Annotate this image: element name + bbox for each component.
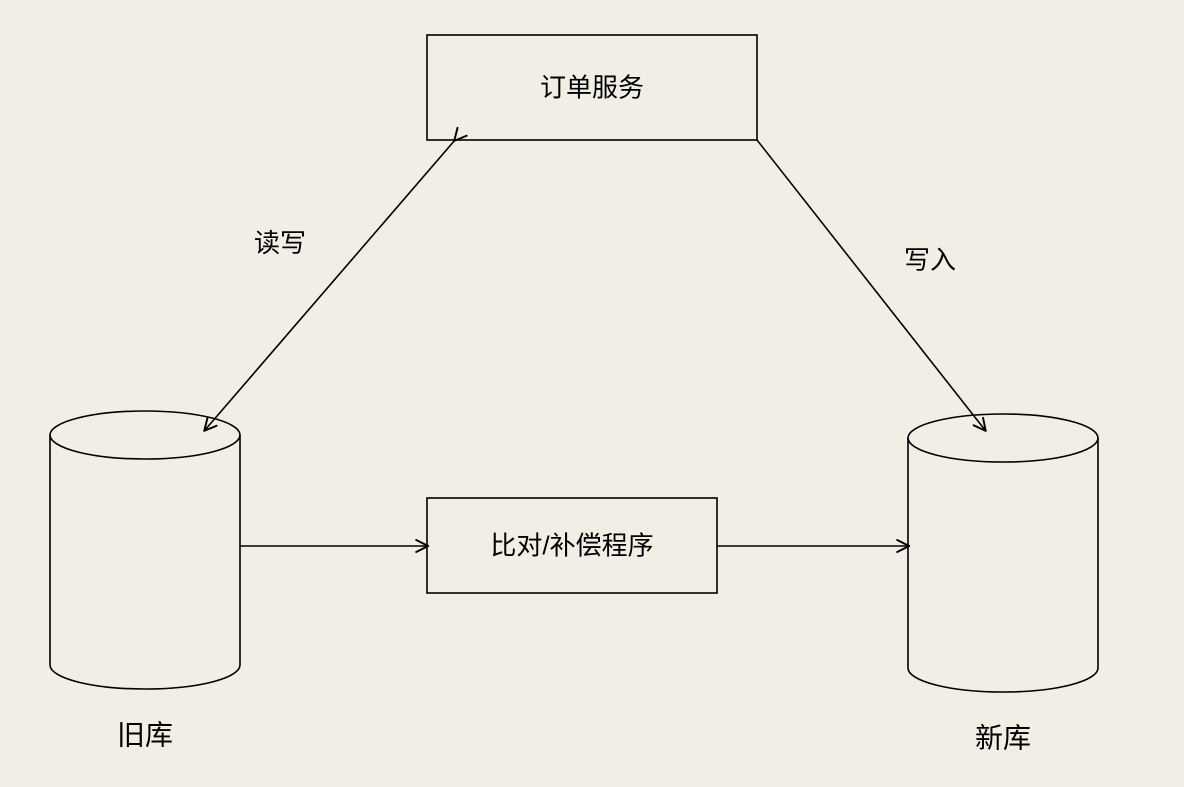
new-db-label: 新库 — [975, 722, 1031, 753]
old-db-label: 旧库 — [117, 719, 173, 750]
compare-program-label: 比对/补偿程序 — [490, 530, 653, 560]
edge-read-write-label: 读写 — [254, 228, 306, 258]
order-service-label: 订单服务 — [540, 72, 644, 102]
edge-write-label: 写入 — [904, 245, 956, 275]
diagram-background — [0, 0, 1184, 787]
